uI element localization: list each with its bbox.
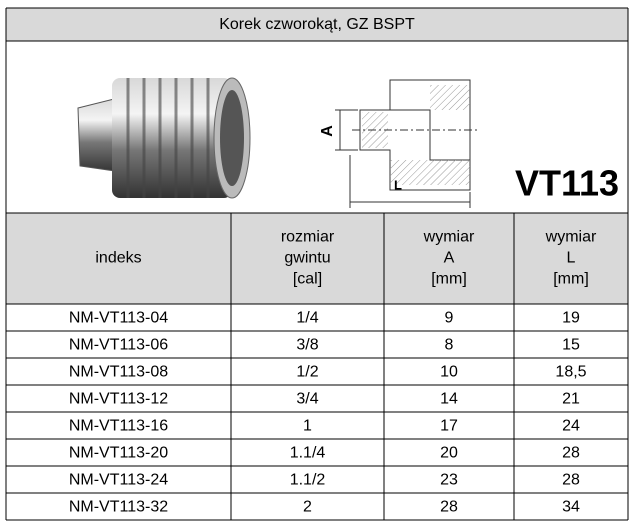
cell: NM-VT113-20 [69,445,168,462]
cell: 14 [440,391,458,408]
cell: 8 [445,337,454,354]
cell: NM-VT113-16 [69,418,168,435]
column-header: indeks [95,250,141,267]
column-header: [mm] [431,271,467,288]
cell: 1/2 [296,364,318,381]
column-header: wymiar [423,229,475,246]
product-photo [78,78,250,198]
cell: NM-VT113-08 [69,364,168,381]
cell: 21 [562,391,580,408]
cell: 28 [440,499,458,516]
cell: 24 [562,418,580,435]
cell: 19 [562,310,580,327]
cell: 34 [562,499,580,516]
technical-drawing [335,80,480,208]
cell: 18,5 [555,364,586,381]
cell: 3/8 [296,337,318,354]
column-header: gwintu [284,250,330,267]
cell: 28 [562,472,580,489]
cell: 1 [303,418,312,435]
product-code: VT113 [515,163,619,204]
column-header: A [444,250,455,267]
cell: 15 [562,337,580,354]
cell: 9 [445,310,454,327]
cell: NM-VT113-12 [69,391,168,408]
column-header: [cal] [293,271,322,288]
title: Korek czworokąt, GZ BSPT [219,16,415,33]
cell: NM-VT113-32 [69,499,168,516]
cell: 10 [440,364,458,381]
cell: 3/4 [296,391,318,408]
cell: NM-VT113-06 [69,337,168,354]
page: {"header": {"title": "Korek czworokąt, G… [0,0,634,524]
column-header: wymiar [545,229,597,246]
cell: 1/4 [296,310,318,327]
cell: NM-VT113-04 [69,310,168,327]
cell: 23 [440,472,458,489]
cell: 28 [562,445,580,462]
product-sheet: Korek czworokąt, GZ BSPT A L VT113 indek… [0,0,634,524]
cell: 1.1/4 [290,445,326,462]
column-header: L [567,250,576,267]
drawing-label: L [394,177,402,192]
drawing-label: A [319,125,336,137]
cell: 2 [303,499,312,516]
column-header: [mm] [553,271,589,288]
column-header: rozmiar [281,229,335,246]
cell: 20 [440,445,458,462]
cell: 17 [440,418,458,435]
cell: NM-VT113-24 [69,472,168,489]
cell: 1.1/2 [290,472,326,489]
